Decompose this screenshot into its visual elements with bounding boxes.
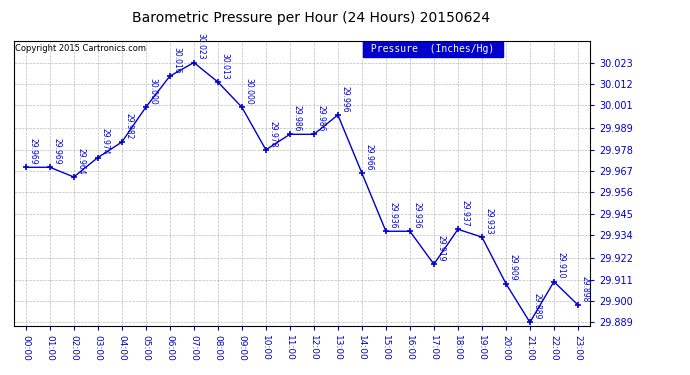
Text: 29.936: 29.936 [413, 202, 422, 228]
Text: 30.000: 30.000 [245, 78, 254, 104]
Text: 29.889: 29.889 [533, 293, 542, 320]
Text: 30.013: 30.013 [221, 53, 230, 79]
Text: 30.000: 30.000 [148, 78, 157, 104]
Text: 29.910: 29.910 [557, 252, 566, 279]
Text: 29.964: 29.964 [77, 147, 86, 174]
Text: 29.919: 29.919 [437, 235, 446, 261]
Text: Copyright 2015 Cartronics.com: Copyright 2015 Cartronics.com [15, 44, 146, 53]
Text: 29.969: 29.969 [52, 138, 61, 165]
Text: 29.996: 29.996 [341, 86, 350, 112]
Text: 30.016: 30.016 [172, 47, 181, 74]
Text: 29.898: 29.898 [581, 276, 590, 302]
Text: 29.909: 29.909 [509, 254, 518, 281]
Text: 29.986: 29.986 [293, 105, 302, 132]
Text: Pressure  (Inches/Hg): Pressure (Inches/Hg) [365, 44, 500, 54]
Text: 30.023: 30.023 [197, 33, 206, 60]
Text: Barometric Pressure per Hour (24 Hours) 20150624: Barometric Pressure per Hour (24 Hours) … [132, 11, 489, 25]
Text: 29.936: 29.936 [388, 202, 397, 228]
Text: 29.986: 29.986 [317, 105, 326, 132]
Text: 29.982: 29.982 [125, 113, 134, 139]
Text: 29.978: 29.978 [268, 120, 277, 147]
Text: 29.974: 29.974 [101, 128, 110, 155]
Text: 29.937: 29.937 [461, 200, 470, 226]
Text: 29.969: 29.969 [28, 138, 37, 165]
Text: 29.966: 29.966 [365, 144, 374, 170]
Text: 29.933: 29.933 [484, 208, 494, 234]
